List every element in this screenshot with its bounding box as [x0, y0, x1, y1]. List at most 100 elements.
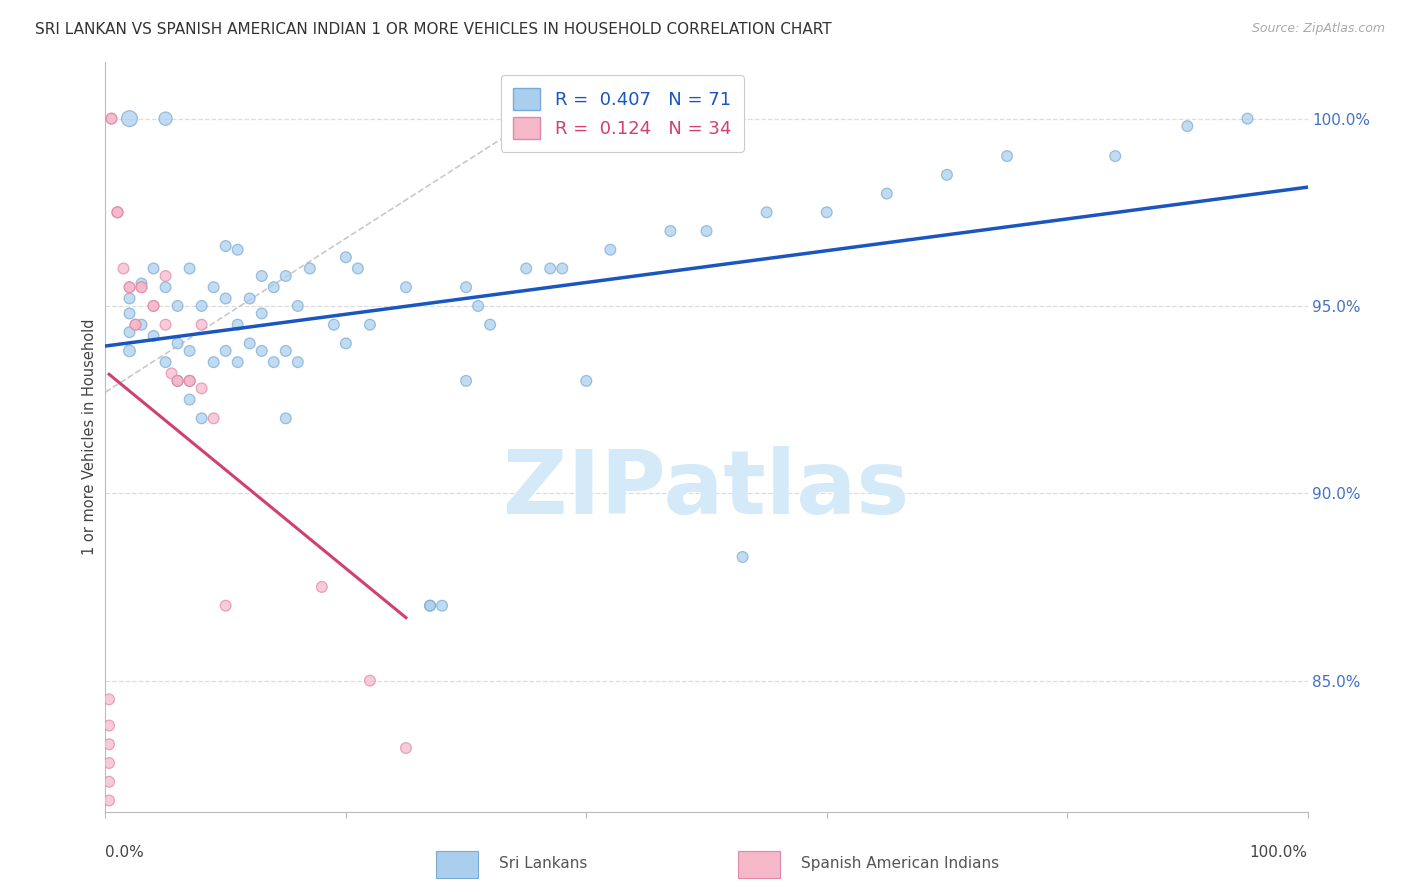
Point: [731, 549, 754, 564]
Point: [454, 280, 477, 294]
Point: [118, 292, 141, 306]
Point: [311, 580, 333, 594]
Point: [142, 299, 165, 313]
Text: 0.0%: 0.0%: [105, 846, 145, 861]
Point: [287, 299, 309, 313]
Point: [179, 374, 201, 388]
Point: [322, 318, 344, 332]
Point: [179, 261, 201, 276]
Point: [98, 737, 121, 751]
Point: [250, 268, 273, 283]
Point: [430, 599, 453, 613]
Point: [395, 280, 418, 294]
Point: [263, 280, 285, 294]
Legend: R =  0.407   N = 71, R =  0.124   N = 34: R = 0.407 N = 71, R = 0.124 N = 34: [501, 75, 744, 152]
Point: [359, 318, 381, 332]
Point: [142, 261, 165, 276]
Point: [100, 112, 122, 126]
Point: [250, 343, 273, 358]
FancyBboxPatch shape: [436, 851, 478, 878]
Point: [467, 299, 489, 313]
Point: [166, 374, 188, 388]
Point: [214, 343, 236, 358]
Point: [274, 343, 297, 358]
Point: [335, 336, 357, 351]
Point: [1236, 112, 1258, 126]
Point: [1175, 119, 1198, 133]
Point: [1104, 149, 1126, 163]
FancyBboxPatch shape: [738, 851, 780, 878]
Point: [131, 280, 153, 294]
Point: [226, 355, 249, 369]
Point: [515, 261, 537, 276]
Point: [226, 318, 249, 332]
Point: [155, 112, 177, 126]
Point: [538, 261, 561, 276]
Point: [179, 343, 201, 358]
Point: [575, 374, 598, 388]
Point: [359, 673, 381, 688]
Point: [98, 692, 121, 706]
Point: [335, 250, 357, 264]
Point: [98, 756, 121, 770]
Point: [876, 186, 898, 201]
Point: [155, 355, 177, 369]
Point: [107, 205, 129, 219]
Point: [166, 336, 188, 351]
Point: [239, 292, 262, 306]
Point: [142, 329, 165, 343]
Point: [118, 112, 141, 126]
Text: SRI LANKAN VS SPANISH AMERICAN INDIAN 1 OR MORE VEHICLES IN HOUSEHOLD CORRELATIO: SRI LANKAN VS SPANISH AMERICAN INDIAN 1 …: [35, 22, 832, 37]
Point: [112, 261, 135, 276]
Point: [190, 381, 212, 395]
Point: [100, 112, 122, 126]
Point: [166, 374, 188, 388]
Point: [131, 280, 153, 294]
Point: [202, 355, 225, 369]
Point: [936, 168, 959, 182]
Point: [239, 336, 262, 351]
Point: [155, 318, 177, 332]
Point: [395, 741, 418, 756]
Text: Source: ZipAtlas.com: Source: ZipAtlas.com: [1251, 22, 1385, 36]
Point: [250, 306, 273, 320]
Point: [419, 599, 441, 613]
Point: [263, 355, 285, 369]
Point: [214, 599, 236, 613]
Point: [98, 793, 121, 807]
Point: [599, 243, 621, 257]
Point: [118, 280, 141, 294]
Point: [479, 318, 502, 332]
Point: [347, 261, 370, 276]
Point: [815, 205, 838, 219]
Text: Sri Lankans: Sri Lankans: [499, 855, 588, 871]
Point: [214, 292, 236, 306]
Point: [179, 392, 201, 407]
Point: [118, 280, 141, 294]
Point: [155, 280, 177, 294]
Point: [755, 205, 778, 219]
Text: Spanish American Indians: Spanish American Indians: [801, 855, 1000, 871]
Point: [131, 318, 153, 332]
Point: [214, 239, 236, 253]
Point: [98, 774, 121, 789]
Point: [287, 355, 309, 369]
Point: [995, 149, 1018, 163]
Point: [142, 299, 165, 313]
Point: [131, 277, 153, 291]
Text: 100.0%: 100.0%: [1250, 846, 1308, 861]
Point: [202, 280, 225, 294]
Point: [226, 243, 249, 257]
Point: [107, 205, 129, 219]
Point: [124, 318, 146, 332]
Point: [659, 224, 682, 238]
Point: [118, 343, 141, 358]
Text: ZIPatlas: ZIPatlas: [503, 446, 910, 533]
Y-axis label: 1 or more Vehicles in Household: 1 or more Vehicles in Household: [82, 318, 97, 556]
Point: [166, 374, 188, 388]
Point: [124, 318, 146, 332]
Point: [98, 718, 121, 732]
Point: [274, 411, 297, 425]
Point: [274, 268, 297, 283]
Point: [202, 411, 225, 425]
